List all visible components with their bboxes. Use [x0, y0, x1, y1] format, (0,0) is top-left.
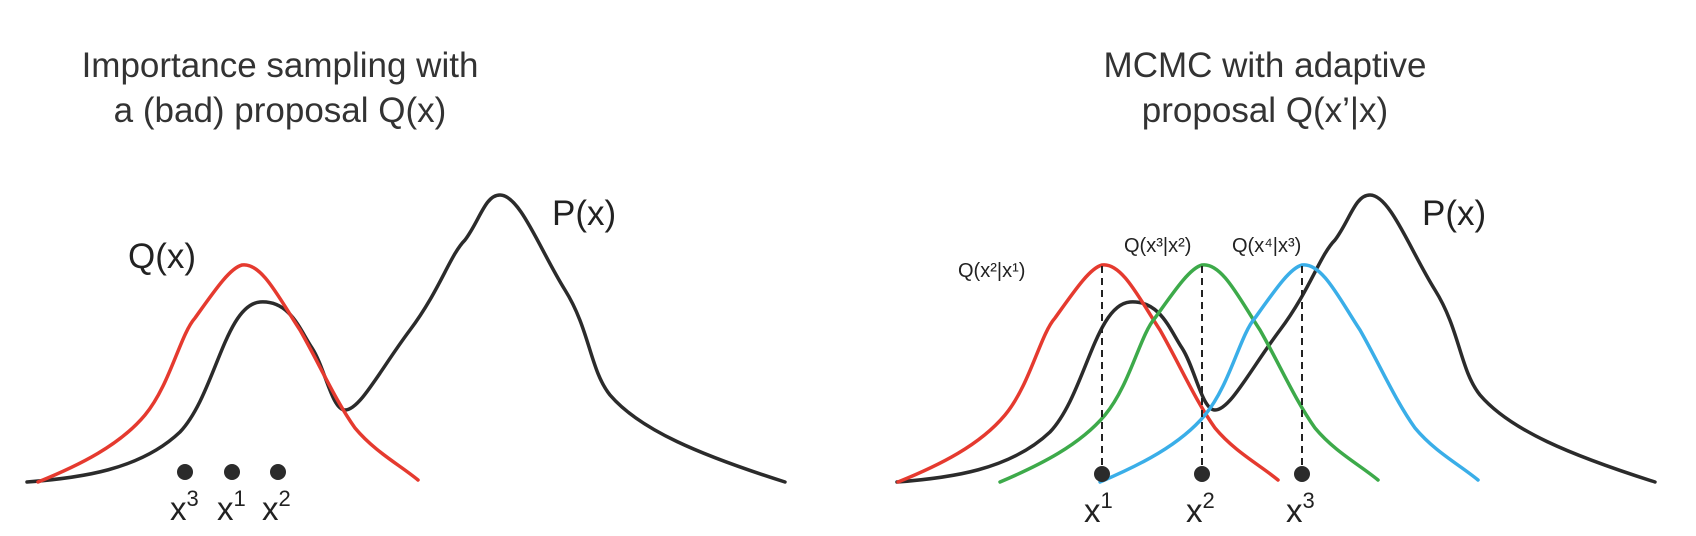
left-sample-label: x2: [262, 486, 291, 527]
right-proposal-label-1: Q(x²|x¹): [958, 260, 1025, 282]
right-target-label: P(x): [1422, 194, 1486, 233]
right-proposal-curve-2: [998, 263, 1380, 484]
left-sample-dot: [224, 464, 240, 480]
left-sample-dot: [270, 464, 286, 480]
right-panel: P(x) Q(x²|x¹) Q(x³|x²) Q(x⁴|x³) x1 x2 x3: [895, 193, 1657, 529]
right-title-line2: proposal Q(x’|x): [1141, 91, 1389, 130]
left-title-line1: Importance sampling with: [81, 46, 479, 85]
left-panel-title: Importance sampling with a (bad) proposa…: [30, 43, 530, 133]
left-sample-label: x1: [217, 486, 246, 527]
right-sample-dot: [1094, 466, 1110, 482]
right-sample-dot: [1294, 466, 1310, 482]
left-panel: P(x) Q(x) x3 x1 x2: [25, 193, 787, 527]
right-sample-label: x2: [1186, 488, 1215, 529]
right-proposal-curve-1: [896, 263, 1280, 484]
left-sample-dot: [177, 464, 193, 480]
right-sample-label: x3: [1286, 488, 1315, 529]
right-target-curve: [895, 193, 1657, 484]
right-proposal-curve-3: [1098, 263, 1480, 484]
left-target-curve: [25, 193, 787, 484]
right-proposal-label-3: Q(x⁴|x³): [1232, 235, 1301, 257]
right-sample-label: x1: [1084, 488, 1113, 529]
left-proposal-label: Q(x): [128, 237, 196, 276]
left-proposal-curve: [36, 263, 420, 484]
left-target-label: P(x): [552, 194, 616, 233]
right-panel-title: MCMC with adaptive proposal Q(x’|x): [1030, 43, 1500, 133]
right-proposal-label-2: Q(x³|x²): [1124, 235, 1191, 257]
right-sample-dot: [1194, 466, 1210, 482]
left-title-line2: a (bad) proposal Q(x): [113, 91, 447, 130]
left-sample-label: x3: [170, 486, 199, 527]
right-title-line1: MCMC with adaptive: [1103, 46, 1427, 85]
